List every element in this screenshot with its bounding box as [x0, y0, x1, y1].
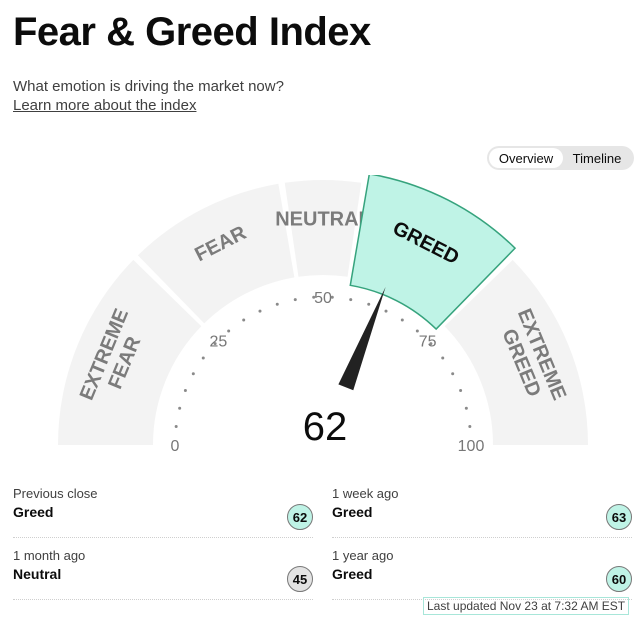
gauge-zone-label: NEUTRAL — [275, 209, 371, 231]
tab-overview[interactable]: Overview — [489, 148, 563, 168]
history-panel: Previous close Greed 62 1 week ago Greed… — [0, 480, 640, 620]
history-label: Neutral — [13, 566, 62, 582]
scale-dot — [464, 406, 468, 410]
history-label: Greed — [13, 504, 54, 520]
history-value-badge: 63 — [606, 504, 632, 530]
history-when: Previous close — [13, 486, 98, 501]
history-when: 1 week ago — [332, 486, 399, 501]
page-subtitle: What emotion is driving the market now? — [13, 78, 284, 95]
scale-dot — [441, 356, 445, 360]
scale-dot — [183, 389, 187, 393]
scale-dot — [227, 329, 231, 333]
scale-dot — [349, 298, 353, 302]
learn-more-link[interactable]: Learn more about the index — [13, 97, 197, 114]
scale-label: 100 — [458, 438, 485, 455]
history-item-1-year-ago: 1 year ago Greed 60 — [332, 542, 632, 600]
gauge-zone-fear — [137, 183, 295, 324]
scale-dot — [174, 424, 178, 428]
history-value-badge: 62 — [287, 504, 313, 530]
scale-label: 50 — [314, 290, 332, 307]
scale-dot — [275, 302, 279, 306]
history-item-previous-close: Previous close Greed 62 — [13, 480, 313, 538]
scale-dot — [242, 318, 246, 322]
scale-dot — [451, 372, 455, 376]
history-item-1-week-ago: 1 week ago Greed 63 — [332, 480, 632, 538]
view-toggle: Overview Timeline — [487, 146, 634, 170]
history-value-badge: 45 — [287, 566, 313, 592]
gauge-zone-extreme-fear — [58, 259, 202, 445]
scale-dot — [459, 389, 463, 393]
scale-dot — [415, 329, 419, 333]
scale-dot — [258, 309, 262, 313]
tab-timeline[interactable]: Timeline — [572, 150, 622, 166]
history-label: Greed — [332, 504, 373, 520]
scale-dot — [293, 298, 297, 302]
scale-dot — [330, 295, 334, 299]
history-when: 1 month ago — [13, 548, 86, 563]
gauge-needle — [338, 286, 386, 391]
scale-dot — [429, 342, 433, 346]
scale-dot — [312, 295, 316, 299]
gauge-zone-extreme-greed — [444, 259, 588, 445]
scale-label: 0 — [171, 438, 180, 455]
history-value-badge: 60 — [606, 566, 632, 592]
scale-dot — [201, 356, 205, 360]
gauge-zone-greed — [349, 175, 517, 331]
history-label: Greed — [332, 566, 373, 582]
gauge-zone-neutral — [284, 180, 362, 277]
scale-label: 25 — [209, 333, 227, 350]
last-updated-timestamp: Last updated Nov 23 at 7:32 AM EST — [423, 597, 630, 615]
gauge-value: 62 — [303, 405, 348, 449]
scale-dot — [384, 309, 388, 313]
scale-dot — [213, 342, 217, 346]
scale-label: 75 — [419, 333, 437, 350]
scale-dot — [178, 406, 182, 410]
history-when: 1 year ago — [332, 548, 394, 563]
scale-dot — [400, 318, 404, 322]
scale-dot — [468, 424, 472, 428]
scale-dot — [367, 302, 371, 306]
scale-dot — [191, 372, 195, 376]
page-title: Fear & Greed Index — [13, 10, 371, 54]
history-item-1-month-ago: 1 month ago Neutral 45 — [13, 542, 313, 600]
value-hub — [269, 391, 377, 445]
